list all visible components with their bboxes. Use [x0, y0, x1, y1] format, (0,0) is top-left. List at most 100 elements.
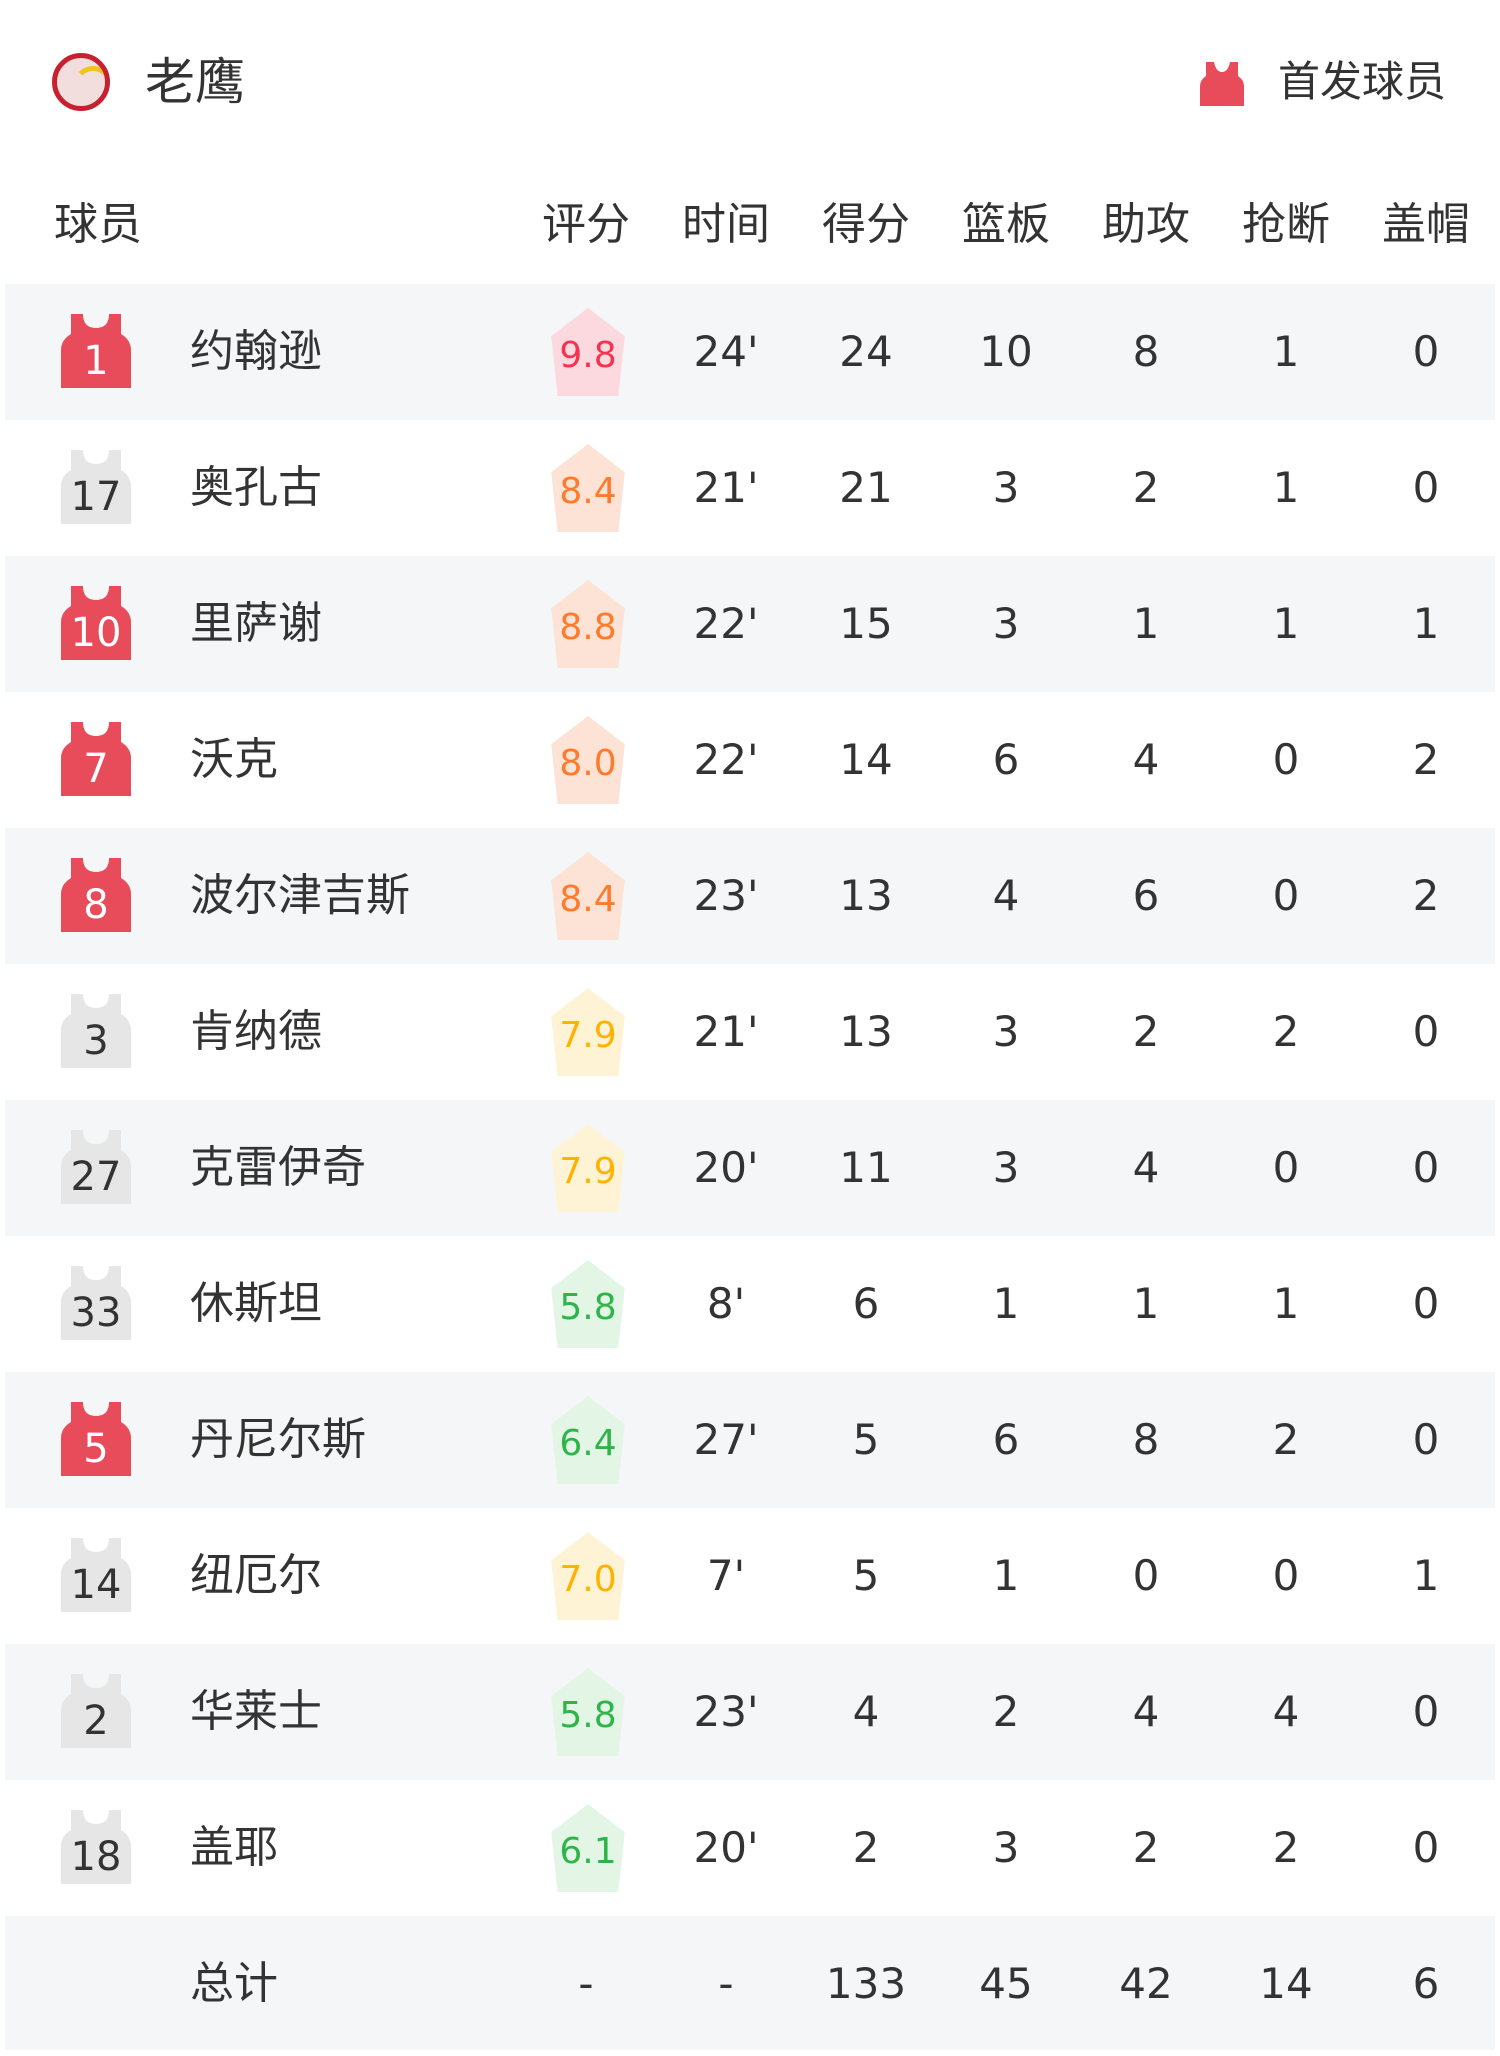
time-value: 23' [693, 1687, 759, 1736]
player-name[interactable]: 纽厄尔 [190, 1550, 322, 1601]
points-total: 133 [825, 1959, 907, 2008]
steals-value: 0 [1272, 1143, 1300, 1192]
table-row[interactable]: 17 奥孔古 8.4 21' 21 3 2 1 0 [5, 420, 1495, 556]
table-row[interactable]: 18 盖耶 6.1 20' 2 3 2 2 0 [5, 1780, 1495, 1916]
blocks-value: 0 [1412, 1143, 1440, 1192]
table-row[interactable]: 7 沃克 8.0 22' 14 6 4 0 2 [5, 692, 1495, 828]
blocks-value: 0 [1412, 1007, 1440, 1056]
time-value: 21' [693, 463, 759, 512]
rating-badge: 7.9 [551, 988, 625, 1076]
bench-jersey-icon: 2 [61, 1674, 131, 1748]
rebounds-value: 3 [992, 1143, 1020, 1192]
table-row[interactable]: 3 肯纳德 7.9 21' 13 3 2 2 0 [5, 964, 1495, 1100]
blocks-value: 0 [1412, 1687, 1440, 1736]
jersey-number: 33 [70, 1290, 122, 1336]
table-row[interactable]: 27 克雷伊奇 7.9 20' 11 3 4 0 0 [5, 1100, 1495, 1236]
points-value: 24 [839, 327, 893, 376]
player-name[interactable]: 肯纳德 [190, 1006, 322, 1057]
steals-total: 14 [1259, 1959, 1313, 2008]
blocks-value: 2 [1412, 871, 1440, 920]
player-name[interactable]: 奥孔古 [190, 462, 322, 513]
rating-badge: 5.8 [551, 1260, 625, 1348]
rebounds-value: 10 [979, 327, 1033, 376]
player-name[interactable]: 盖耶 [190, 1822, 278, 1873]
rating-badge: 8.8 [551, 580, 625, 668]
player-name[interactable]: 里萨谢 [190, 598, 322, 649]
col-rebounds[interactable]: 篮板 [962, 199, 1050, 250]
jersey-number: 1 [83, 338, 109, 384]
rebounds-value: 3 [992, 463, 1020, 512]
assists-value: 4 [1132, 1687, 1160, 1736]
player-name[interactable]: 休斯坦 [190, 1278, 322, 1329]
bench-jersey-icon: 27 [61, 1130, 131, 1204]
assists-value: 8 [1132, 327, 1160, 376]
assists-value: 1 [1132, 599, 1160, 648]
rating-badge: 8.0 [551, 716, 625, 804]
col-rating[interactable]: 评分 [542, 199, 630, 250]
time-value: 22' [693, 735, 759, 784]
steals-value: 1 [1272, 599, 1300, 648]
starter-legend-label: 首发球员 [1278, 57, 1447, 106]
jersey-number: 5 [83, 1426, 109, 1472]
time-total: - [718, 1959, 734, 2008]
col-player: 球员 [54, 199, 142, 250]
points-value: 21 [839, 463, 893, 512]
rating-badge: 5.8 [551, 1668, 625, 1756]
blocks-value: 2 [1412, 735, 1440, 784]
col-steals[interactable]: 抢断 [1242, 199, 1330, 250]
jersey-number: 2 [83, 1698, 109, 1744]
hawks-logo-icon [52, 53, 110, 111]
assists-value: 6 [1132, 871, 1160, 920]
starter-jersey-icon: 10 [61, 586, 131, 660]
points-value: 13 [839, 871, 893, 920]
assists-value: 1 [1132, 1279, 1160, 1328]
bench-jersey-icon: 17 [61, 450, 131, 524]
player-name[interactable]: 丹尼尔斯 [190, 1414, 366, 1465]
col-points[interactable]: 得分 [822, 199, 910, 250]
table-row[interactable]: 14 纽厄尔 7.0 7' 5 1 0 0 1 [5, 1508, 1495, 1644]
rating-value: 7.9 [559, 1151, 617, 1192]
player-name[interactable]: 约翰逊 [190, 326, 322, 377]
rating-value: 6.1 [559, 1831, 617, 1872]
player-name[interactable]: 波尔津吉斯 [190, 870, 410, 921]
totals-label: 总计 [190, 1958, 278, 2009]
time-value: 20' [693, 1823, 759, 1872]
rebounds-value: 3 [992, 599, 1020, 648]
time-value: 23' [693, 871, 759, 920]
jersey-number: 27 [70, 1154, 122, 1200]
rating-value: 5.8 [559, 1287, 617, 1328]
col-time[interactable]: 时间 [682, 199, 770, 250]
jersey-number: 7 [83, 746, 109, 792]
steals-value: 2 [1272, 1823, 1300, 1872]
steals-value: 1 [1272, 1279, 1300, 1328]
table-row[interactable]: 2 华莱士 5.8 23' 4 2 4 4 0 [5, 1644, 1495, 1780]
player-name[interactable]: 克雷伊奇 [190, 1142, 366, 1193]
jersey-number: 14 [70, 1562, 122, 1608]
col-assists[interactable]: 助攻 [1102, 199, 1190, 250]
blocks-value: 1 [1412, 1551, 1440, 1600]
rating-badge: 8.4 [551, 444, 625, 532]
column-headers: 球员 评分 时间 得分 篮板 助攻 抢断 盖帽 [0, 190, 1500, 260]
rating-value: 7.9 [559, 1015, 617, 1056]
steals-value: 1 [1272, 463, 1300, 512]
starter-jersey-icon: 8 [61, 858, 131, 932]
player-name[interactable]: 沃克 [190, 734, 278, 785]
bench-jersey-icon: 14 [61, 1538, 131, 1612]
rating-value: 6.4 [559, 1423, 617, 1464]
time-value: 8' [706, 1279, 746, 1328]
table-row[interactable]: 1 约翰逊 9.8 24' 24 10 8 1 0 [5, 284, 1495, 420]
table-row[interactable]: 33 休斯坦 5.8 8' 6 1 1 1 0 [5, 1236, 1495, 1372]
time-value: 22' [693, 599, 759, 648]
blocks-value: 0 [1412, 463, 1440, 512]
bench-jersey-icon: 18 [61, 1810, 131, 1884]
assists-value: 2 [1132, 1007, 1160, 1056]
table-row[interactable]: 8 波尔津吉斯 8.4 23' 13 4 6 0 2 [5, 828, 1495, 964]
time-value: 24' [693, 327, 759, 376]
steals-value: 4 [1272, 1687, 1300, 1736]
rating-badge: 7.0 [551, 1532, 625, 1620]
player-name[interactable]: 华莱士 [190, 1686, 322, 1737]
points-value: 4 [852, 1687, 880, 1736]
table-row[interactable]: 10 里萨谢 8.8 22' 15 3 1 1 1 [5, 556, 1495, 692]
table-row[interactable]: 5 丹尼尔斯 6.4 27' 5 6 8 2 0 [5, 1372, 1495, 1508]
col-blocks[interactable]: 盖帽 [1382, 199, 1470, 250]
